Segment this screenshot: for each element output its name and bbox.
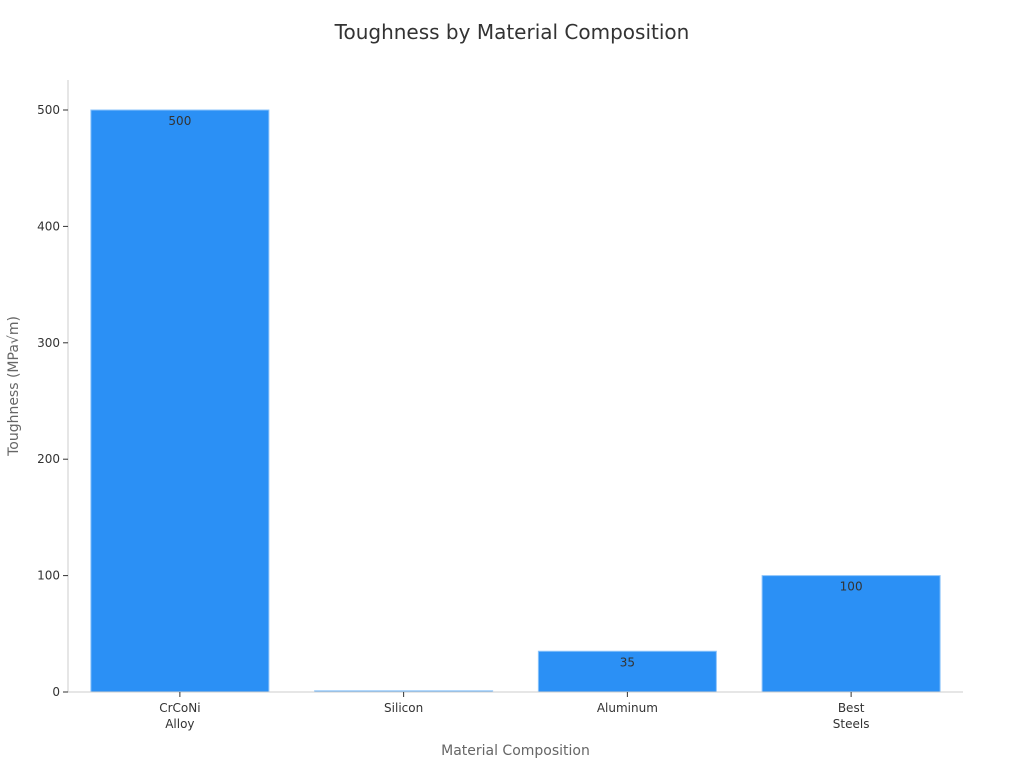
data-labels-group: 500 35 100 [168,114,862,669]
y-tick-label: 300 [37,336,60,350]
y-tick-label: 200 [37,452,60,466]
bar [761,575,941,693]
bar [90,109,270,693]
y-axis-ticks: 0 100 200 300 400 500 [37,103,68,699]
bars-group [90,109,941,693]
x-tick-label: Best Steels [833,701,870,731]
bar [537,650,717,693]
y-tick-label: 500 [37,103,60,117]
y-axis-label: Toughness (MPa√m) [6,316,22,457]
y-tick-label: 400 [37,219,60,233]
bar-value-label: 500 [168,114,191,128]
bar-value-label: 100 [840,580,863,594]
chart-title: Toughness by Material Composition [334,20,690,44]
y-tick-label: 100 [37,569,60,583]
bar-value-label: 35 [620,655,635,669]
x-tick-label: CrCoNi Alloy [159,701,200,731]
x-axis-label: Material Composition [441,743,590,759]
x-tick-label: Silicon [384,701,423,715]
x-tick-label: Aluminum [597,701,658,715]
x-axis-ticks: CrCoNi Alloy Silicon Aluminum Best Steels [159,692,869,731]
y-tick-label: 0 [52,685,60,699]
